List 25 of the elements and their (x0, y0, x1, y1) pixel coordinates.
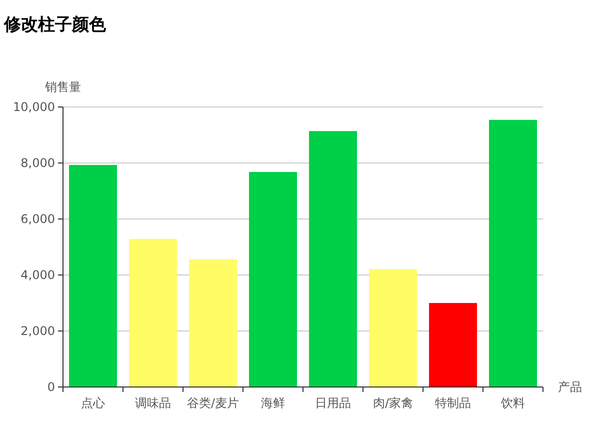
x-tick-label: 海鲜 (261, 396, 285, 410)
x-tick-label: 日用品 (315, 396, 351, 410)
bar (309, 131, 357, 387)
x-tick-label: 特制品 (435, 396, 471, 410)
bar (249, 172, 297, 387)
bar (189, 259, 237, 387)
y-tick-label: 2,000 (20, 324, 55, 338)
y-tick-label: 4,000 (20, 268, 55, 282)
y-tick-label: 0 (47, 380, 55, 394)
bar (69, 164, 117, 387)
bar (489, 120, 537, 387)
bar (429, 303, 477, 387)
y-tick-label: 10,000 (13, 100, 55, 114)
bar (129, 238, 177, 387)
x-tick-label: 饮料 (500, 396, 525, 410)
y-tick-label: 8,000 (20, 156, 55, 170)
x-tick-label: 肉/家禽 (372, 396, 414, 410)
chart-title: 修改柱子颜色 (3, 15, 107, 35)
x-tick-label: 点心 (81, 396, 105, 410)
y-axis-title: 销售量 (44, 80, 81, 94)
bar (369, 269, 417, 387)
x-tick-label: 谷类/麦片 (186, 396, 240, 410)
x-tick-label: 调味品 (135, 396, 171, 410)
x-axis-title: 产品 (558, 380, 582, 394)
y-tick-label: 6,000 (20, 212, 55, 226)
